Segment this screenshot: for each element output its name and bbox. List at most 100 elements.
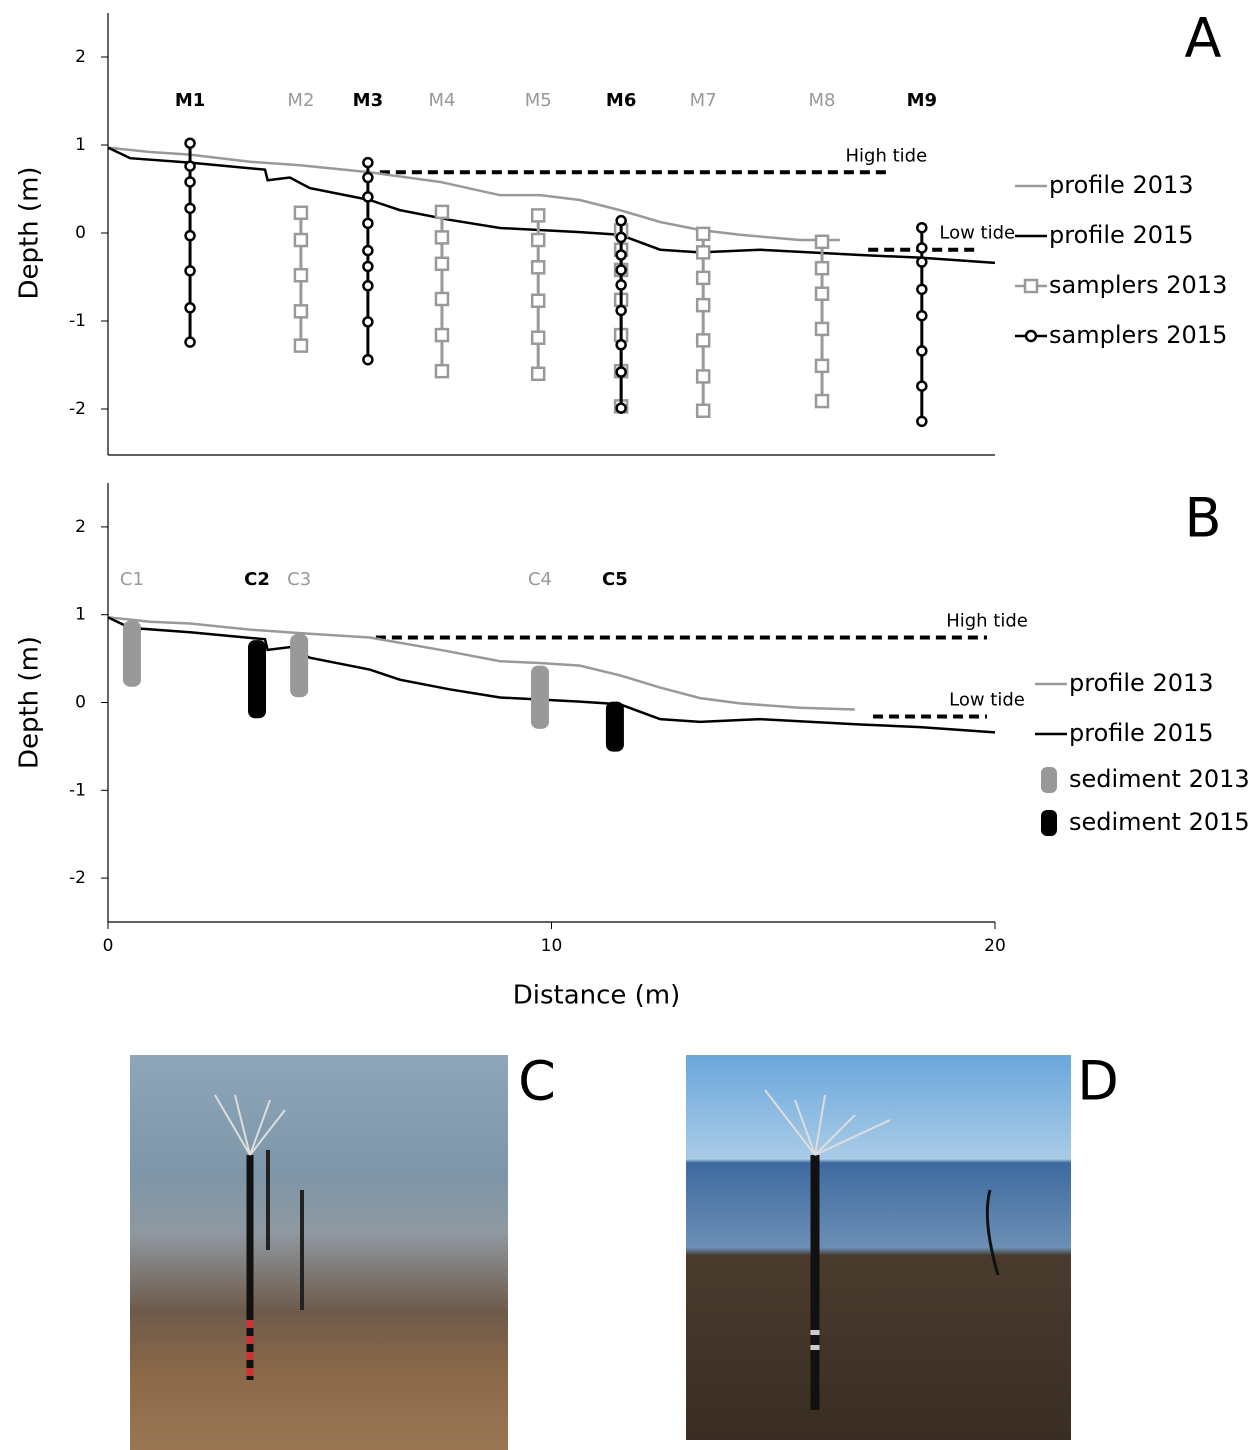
- sampler-marker: [814, 393, 830, 409]
- station-label: M5: [525, 90, 552, 111]
- sampler-marker: [293, 232, 309, 248]
- sampler-marker: [695, 297, 711, 313]
- legend-label: sediment 2015: [1069, 808, 1250, 836]
- sampler-marker: [434, 256, 450, 272]
- sampler-marker: [362, 244, 374, 257]
- x-tick-label: 10: [541, 936, 563, 956]
- sampler-marker: [184, 265, 196, 277]
- y-axis-title: Depth (m): [15, 636, 45, 769]
- y-tick-label: 0: [75, 693, 86, 713]
- y-tick-label: -1: [69, 780, 86, 800]
- sampler-marker: [916, 256, 928, 268]
- sampler-marker: [814, 286, 830, 301]
- photo-d: D: [686, 1050, 1119, 1440]
- sampler-marker: [434, 230, 450, 245]
- sampler-marker: [615, 402, 627, 414]
- legend-label: samplers 2013: [1049, 271, 1227, 299]
- legend-label: profile 2015: [1049, 221, 1194, 249]
- panel-label: C: [518, 1050, 556, 1113]
- sampler-marker: [916, 415, 928, 428]
- wires: [764, 1089, 891, 1156]
- sampler-marker: [530, 260, 546, 275]
- tide-label: High tide: [946, 611, 1028, 632]
- sampler-marker: [362, 191, 374, 203]
- sampler-marker: [530, 232, 546, 248]
- sampler-marker: [434, 327, 450, 343]
- sampler-marker: [530, 293, 546, 309]
- sampler-marker: [695, 369, 711, 384]
- sampler-marker: [695, 226, 711, 242]
- y-tick-label: -2: [69, 399, 86, 419]
- sampler-marker: [695, 403, 711, 419]
- station-label: M7: [690, 90, 717, 111]
- photo-c-scene: [130, 1055, 508, 1450]
- station-label: C1: [120, 569, 144, 590]
- station-label: C4: [528, 569, 552, 590]
- sampler-marker: [530, 330, 546, 345]
- sediment-core: [605, 701, 624, 752]
- sampler-marker: [695, 270, 711, 286]
- profile-line: [107, 616, 855, 711]
- y-axis-title: Depth (m): [15, 166, 45, 299]
- tide-label: Low tide: [939, 223, 1015, 244]
- pole: [985, 1189, 1000, 1276]
- y-tick-label: 1: [75, 135, 86, 155]
- legend-label: profile 2015: [1069, 719, 1214, 747]
- sampler-marker: [916, 309, 928, 322]
- sampler-marker: [615, 231, 627, 244]
- sampler-marker: [615, 264, 627, 276]
- sampler-marker: [184, 202, 196, 215]
- x-tick-label: 20: [984, 936, 1006, 956]
- sampler-marker: [184, 302, 196, 314]
- sampler-marker: [530, 208, 546, 223]
- sampler-marker: [184, 229, 196, 242]
- profile-line: [107, 146, 840, 242]
- station-label: M4: [428, 90, 455, 111]
- sampler-marker: [916, 380, 928, 392]
- sampler-marker: [184, 336, 196, 348]
- sampler-marker: [293, 267, 309, 283]
- sampler-marker: [293, 205, 309, 221]
- sampler-marker: [362, 217, 374, 230]
- sampler-marker: [293, 338, 309, 353]
- sampler-marker: [615, 279, 627, 291]
- sampler-marker: [615, 366, 627, 378]
- sediment-core: [248, 640, 267, 719]
- panel-label: B: [1184, 487, 1221, 550]
- sampler-marker: [362, 280, 374, 292]
- sediment-core: [290, 634, 309, 698]
- tide-label: Low tide: [949, 690, 1025, 711]
- sampler-marker: [362, 156, 374, 169]
- sampler-marker: [916, 283, 928, 296]
- station-label: C3: [287, 569, 311, 590]
- legend-marker: [1024, 329, 1038, 343]
- wires: [214, 1094, 286, 1156]
- legend-label: profile 2013: [1049, 171, 1194, 199]
- legend-label: profile 2013: [1069, 669, 1214, 697]
- legend-swatch: [1041, 767, 1057, 793]
- sampler-marker: [184, 176, 196, 188]
- sampler-marker: [695, 333, 711, 348]
- y-tick-label: 0: [75, 223, 86, 243]
- station-label: M3: [353, 90, 383, 111]
- legend-label: samplers 2015: [1049, 321, 1227, 349]
- sampler-marker: [615, 249, 627, 261]
- panel-label: A: [1185, 7, 1222, 70]
- sampler-marker: [293, 304, 309, 319]
- photo-c: C: [130, 1050, 556, 1450]
- sampler-marker: [362, 316, 374, 328]
- station-label: M6: [606, 90, 636, 111]
- sampler-marker: [434, 363, 450, 379]
- y-tick-label: 2: [75, 517, 86, 537]
- sampler-marker: [814, 358, 830, 374]
- sampler-marker: [434, 291, 450, 307]
- x-tick-label: 0: [103, 936, 114, 956]
- sampler-marker: [615, 339, 627, 351]
- sampler-marker: [814, 260, 830, 276]
- sampler-marker: [814, 321, 830, 337]
- sampler-marker: [530, 366, 546, 382]
- y-tick-label: 1: [75, 605, 86, 625]
- photo-d-scene: [686, 1055, 1071, 1440]
- profile-line: [107, 616, 996, 734]
- sampler-marker: [814, 234, 830, 250]
